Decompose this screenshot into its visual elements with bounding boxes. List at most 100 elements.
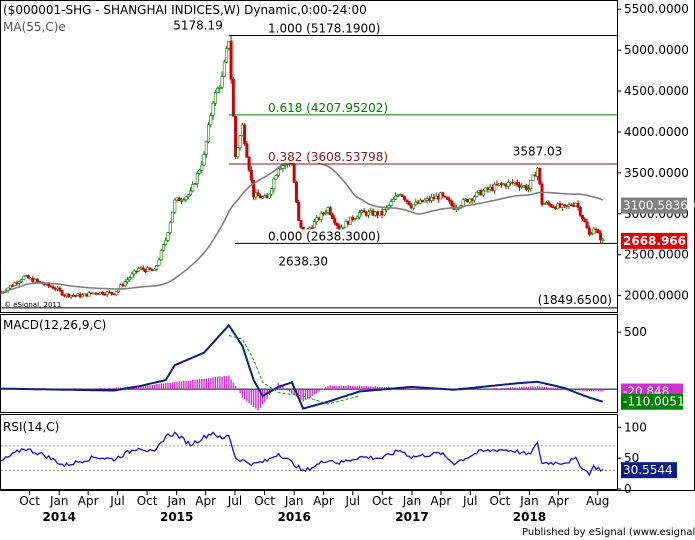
candle-body: [423, 199, 427, 203]
time-axis-month-label: Jan: [284, 494, 304, 508]
candle-body: [468, 198, 472, 203]
time-axis-month-label: Oct: [489, 494, 510, 508]
candle-body: [405, 199, 409, 202]
candle-body: [60, 290, 64, 296]
fib-level-label: 0.000 (2638.3000): [268, 229, 380, 243]
candle-body: [578, 207, 582, 216]
candle-body: [74, 295, 78, 297]
publisher-credit: Published by eSignal (www.esignal.com): [522, 527, 695, 538]
time-axis-year-label: 2016: [277, 510, 310, 524]
candle-body: [207, 124, 211, 143]
candle-body: [155, 265, 159, 270]
candle-body: [549, 204, 553, 207]
candle-body: [342, 226, 346, 229]
candle-body: [299, 220, 303, 228]
candle-body: [599, 232, 603, 241]
time-axis-month-label: Jul: [462, 494, 477, 508]
candle-body: [389, 201, 393, 206]
time-axis-year-label: 2017: [395, 510, 428, 524]
candle-body: [189, 190, 193, 195]
candle-body: [335, 222, 339, 227]
macd-signal-line: [228, 335, 360, 405]
candle-body: [49, 285, 53, 288]
candle-body: [130, 273, 134, 279]
candle-body: [472, 196, 476, 201]
candle-body: [448, 199, 452, 202]
fib-label-bg: [263, 149, 381, 163]
candle-body: [412, 204, 416, 209]
time-axis-month-label: Jan: [519, 494, 539, 508]
candle-body: [159, 250, 163, 261]
time-axis-month-label: Jul: [227, 494, 242, 508]
candle-body: [353, 218, 357, 220]
fibonacci-levels: 1.000 (5178.1900) 0.618 (4207.95202) 0.382…: [2, 19, 617, 309]
candle-body: [213, 92, 217, 104]
candle-body: [243, 124, 247, 145]
candle-body: [272, 178, 276, 190]
candle-body: [58, 287, 62, 291]
candle-body: [506, 182, 510, 187]
price-annotation: 5178.19: [173, 19, 223, 33]
candle-body: [319, 212, 323, 220]
candle-body: [234, 116, 238, 158]
candle-body: [592, 228, 596, 235]
candle-body: [358, 212, 362, 218]
rsi-panel-frame: [0, 414, 618, 490]
candle-body: [164, 240, 168, 245]
price-axis-label: 2000.0000: [624, 289, 689, 303]
time-axis-month-label: Jan: [166, 494, 186, 508]
candle-body: [195, 173, 199, 185]
rsi-line: [1, 431, 604, 477]
time-axis-year-label: 2014: [43, 510, 76, 524]
candle-body: [445, 196, 449, 201]
time-axis-month-label: Apr: [313, 494, 334, 508]
candle-body: [576, 202, 580, 208]
price-axis-label: 4000.0000: [624, 125, 689, 139]
rsi-label: RSI(14,C): [3, 420, 60, 434]
time-axis-month-label: Jul: [109, 494, 124, 508]
candle-body: [236, 147, 240, 158]
low-level-label: (1849.6500): [538, 293, 612, 307]
candle-body: [252, 179, 256, 198]
candle-body: [132, 270, 136, 275]
candle-body: [128, 277, 132, 281]
price-panel-frame: [0, 0, 618, 313]
candle-body: [450, 201, 454, 206]
candle-body: [216, 88, 220, 93]
candle-body: [515, 181, 519, 186]
time-axis-month-label: Oct: [137, 494, 158, 508]
price-annotation: 3587.03: [513, 145, 563, 159]
time-axis-month-label: Oct: [19, 494, 40, 508]
candle-body: [310, 227, 314, 230]
candle-body: [538, 167, 542, 185]
candle-body: [137, 268, 141, 272]
candle-body: [200, 164, 204, 171]
price-axis-label: 5500.0000: [624, 2, 689, 16]
candle-body: [125, 279, 129, 283]
rsi-line: [1, 431, 617, 477]
candle-body: [171, 211, 175, 223]
time-axis-month-label: Jan: [49, 494, 69, 508]
macd-lines: [0, 323, 617, 411]
time-axis-month-label: Jul: [345, 494, 360, 508]
candle-body: [157, 259, 161, 266]
candle-body: [141, 267, 145, 270]
candlestick-series: [0, 35, 605, 300]
candle-body: [587, 227, 591, 235]
candle-body: [493, 183, 497, 191]
candle-body: [475, 191, 479, 198]
candle-body: [590, 233, 594, 236]
candle-body: [540, 183, 544, 205]
time-axis-month-label: Jan: [402, 494, 422, 508]
candle-body: [166, 232, 170, 241]
candle-body: [204, 141, 208, 155]
price-axis-label: 5000.0000: [624, 43, 689, 57]
candle-body: [330, 214, 334, 219]
rsi-axis-label: 50: [624, 451, 639, 465]
copyright-label: © eSignal, 2011: [4, 301, 62, 309]
time-axis-month-label: Oct: [254, 494, 275, 508]
candle-body: [355, 216, 359, 219]
candle-body: [238, 135, 242, 149]
ma-label: MA(55,C)e: [3, 20, 66, 34]
candle-body: [481, 190, 485, 196]
